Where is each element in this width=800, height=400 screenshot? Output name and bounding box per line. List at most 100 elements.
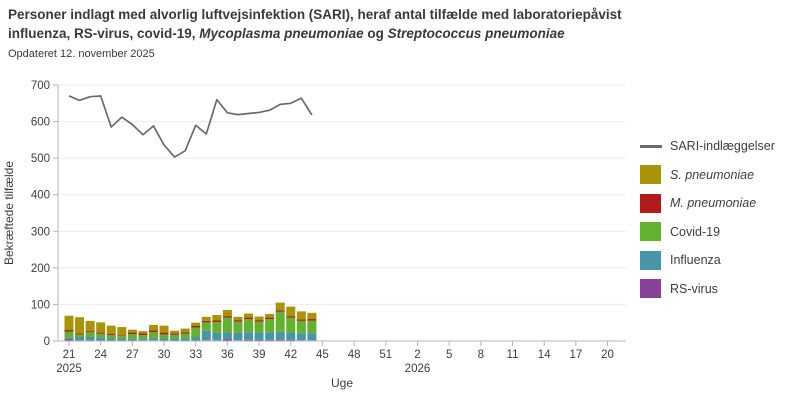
legend-item-influenza: Influenza [640,246,798,275]
legend-label: M. pneumoniae [670,196,757,211]
bar-segment [244,339,254,341]
x-tick-label: 51 [379,349,392,361]
color-swatch-icon [640,193,661,213]
y-tick-label: 100 [31,299,50,311]
bar-segment [265,339,275,341]
legend-label: Covid-19 [670,224,721,239]
bar-segment [244,317,254,320]
bar-segment [106,334,116,336]
title-line-2: influenza, RS-virus, covid-19, Mycoplasm… [8,24,792,43]
bar-segment [212,321,222,333]
bar-segment [75,334,85,337]
title-part-mycoplasma: Mycoplasma pneumoniae [199,26,364,41]
x-tick-label: 5 [446,349,452,361]
bar-segment [64,330,74,332]
bar-segment [244,319,254,333]
legend-item-s-pneumoniae: S. pneumoniae [640,161,798,190]
bar-segment [265,313,275,318]
bar-segment [96,332,106,334]
bar-segment [275,331,285,340]
bar-segment [106,338,116,341]
bar-segment [138,335,148,339]
bar-segment [106,325,116,335]
x-tick-label: 2 [414,349,420,361]
legend-label: S. pneumoniae [670,167,755,182]
x-tick-label: 39 [253,349,266,361]
bar-segment [233,320,243,322]
bar-segment [127,332,137,335]
bar-segment [201,316,211,321]
bar-segment [138,333,148,336]
bar-segment [254,339,264,341]
bar-segment [307,320,317,334]
bar-segment [148,324,158,331]
x-axis-title: Uge [331,376,353,390]
chart-subtitle: Opdateret 12. november 2025 [8,48,155,60]
bar-segment [148,338,158,341]
bar-segment [286,339,296,341]
bar-segment [117,335,127,336]
page-title: Personer indlagt med alvorlig luftvejsin… [8,5,792,43]
title-part-streptococcus: Streptococcus pneumoniae [387,26,565,41]
bar-segment [191,327,201,337]
bar-segment [180,333,190,339]
bar-segment [64,337,74,340]
bar-segment [201,330,211,341]
bar-segment [75,333,85,335]
bar-segment [191,326,201,328]
bar-segment [159,325,169,333]
year-label: 2026 [405,363,431,375]
bar-segment [286,316,296,318]
bar-segment [96,333,106,338]
y-tick-label: 600 [31,117,50,129]
legend-label: SARI-indlæggelser [670,139,775,154]
bar-segment [254,332,264,340]
y-tick-label: 400 [31,190,50,202]
bar-segment [296,311,306,320]
title-part-og: og [363,26,388,41]
bar-segment [212,320,222,322]
x-tick-label: 20 [601,349,614,361]
bar-segment [254,316,264,321]
y-tick-label: 0 [44,336,50,348]
bar-segment [286,332,296,340]
bar-segment [106,335,116,339]
year-label: 2025 [56,363,82,375]
bar-segment [85,331,95,333]
x-tick-label: 36 [221,349,234,361]
color-swatch-icon [640,165,661,185]
bar-segment [233,316,243,321]
x-tick-label: 8 [478,349,484,361]
bar-segment [222,317,232,333]
line-swatch-icon [640,145,662,148]
bar-segment [127,329,137,333]
bar-segment [222,309,232,317]
bar-segment [85,336,95,341]
bar-segment [265,332,275,340]
bar-segment [307,319,317,321]
bar-segment [96,322,106,333]
bar-segment [222,339,232,341]
bar-segment [212,332,222,341]
bar-segment [180,338,190,341]
x-tick-label: 11 [507,349,519,361]
bar-segment [286,317,296,333]
bar-segment [244,332,254,340]
x-tick-label: 42 [284,349,297,361]
y-axis-title: Bekræftede tilfælde [2,161,16,265]
bar-segment [64,315,74,331]
bar-segment [212,315,222,321]
bar-segment [265,317,275,320]
color-swatch-icon [640,250,661,270]
bar-segment [180,328,190,333]
bar-segment [75,336,85,341]
bar-segment [254,320,264,322]
bar-segment [296,319,306,321]
legend-label: RS-virus [670,281,718,296]
sari-line [68,95,313,158]
bar-segment [64,331,74,338]
bar-segment [148,330,158,333]
x-tick-label: 33 [189,349,202,361]
bar-segment [127,338,137,341]
bar-segment [296,320,306,334]
